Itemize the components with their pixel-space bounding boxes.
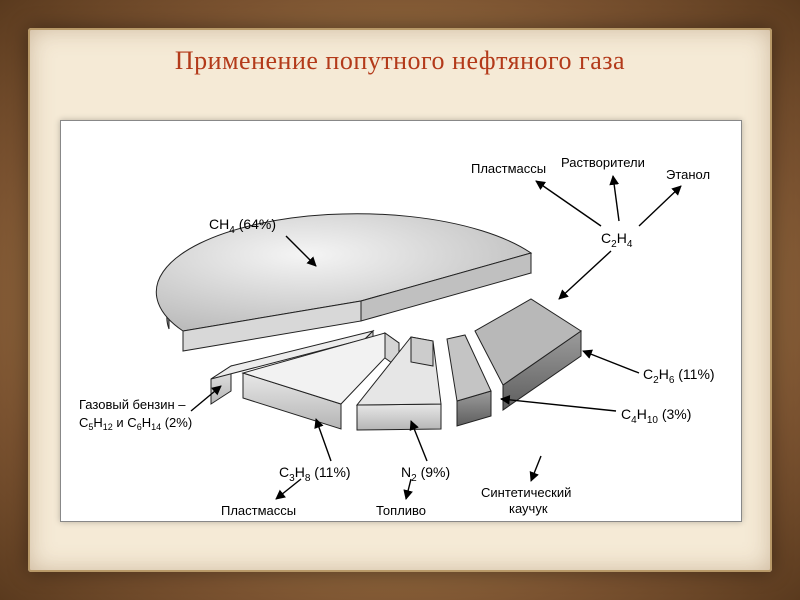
label-c2h4: C2H4 bbox=[601, 230, 633, 250]
label-c2h4-etanol: Этанол bbox=[666, 167, 710, 182]
label-app-plast: Пластмассы bbox=[221, 503, 296, 518]
arrow-c2h4-to-slice bbox=[559, 251, 611, 299]
label-app-topl: Топливо bbox=[376, 503, 426, 518]
label-app-kauchuk-1: Синтетический bbox=[481, 485, 571, 500]
label-benzin-1: Газовый бензин – bbox=[79, 397, 186, 412]
arrow-c2h4-plast bbox=[536, 181, 601, 226]
label-benzin-2: C5H12 и C6H14 (2%) bbox=[79, 415, 192, 432]
arrow-kauchuk bbox=[531, 456, 541, 481]
label-c2h4-rast: Растворители bbox=[561, 155, 645, 170]
arrow-c2h6 bbox=[583, 351, 639, 373]
pie-chart: CH4 (64%) C2H4 Пластмассы Растворители Э… bbox=[60, 120, 742, 522]
label-c2h4-plast: Пластмассы bbox=[471, 161, 546, 176]
slide-frame: Применение попутного нефтяного газа bbox=[0, 0, 800, 600]
arrow-c4h10 bbox=[501, 399, 616, 411]
page-title: Применение попутного нефтяного газа bbox=[0, 46, 800, 76]
label-n2: N2 (9%) bbox=[401, 464, 450, 484]
label-c2h6: C2H6 (11%) bbox=[643, 366, 715, 386]
label-app-kauchuk-2: каучук bbox=[509, 501, 548, 516]
arrow-c2h4-rast bbox=[613, 176, 619, 221]
arrow-c2h4-etanol bbox=[639, 186, 681, 226]
label-c3h8: C3H8 (11%) bbox=[279, 464, 351, 484]
label-c4h10: C4H10 (3%) bbox=[621, 406, 691, 426]
